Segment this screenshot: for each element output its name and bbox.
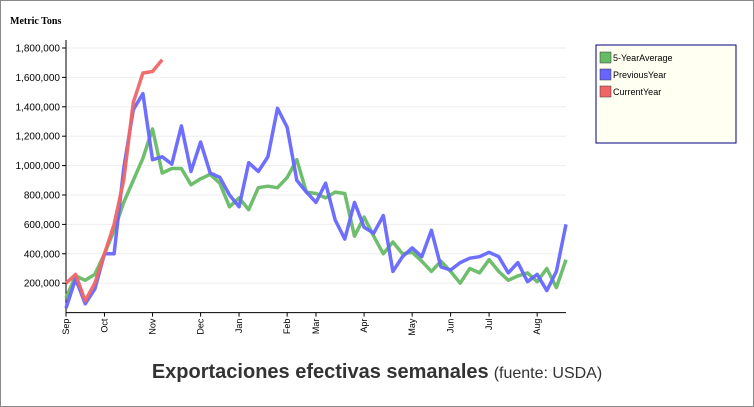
y-axis-label: Metric Tons <box>10 16 61 27</box>
x-tick-label: Feb <box>282 319 292 335</box>
legend-label: CurrentYear <box>613 87 661 97</box>
y-tick-label: 200,000 <box>24 279 61 290</box>
legend-label: PreviousYear <box>613 70 666 80</box>
y-tick-label: 800,000 <box>24 191 61 202</box>
legend-swatch <box>599 68 612 81</box>
x-tick-label: Aug <box>532 319 542 335</box>
legend-swatch <box>599 85 612 98</box>
chart-title: Exportaciones efectivas semanales <box>152 361 489 383</box>
x-tick-label: Jul <box>484 319 494 331</box>
y-tick-label: 600,000 <box>24 220 61 231</box>
x-tick-label: Jan <box>234 319 244 334</box>
x-tick-label: May <box>407 318 417 336</box>
x-tick-label: Mar <box>311 319 321 335</box>
y-tick-label: 1,400,000 <box>16 102 61 113</box>
x-tick-label: Dec <box>196 318 206 335</box>
chart-subtitle: (fuente: USDA) <box>494 365 602 382</box>
y-tick-label: 1,600,000 <box>16 73 61 84</box>
y-tick-label: 1,800,000 <box>16 44 61 55</box>
series-line <box>64 91 568 309</box>
chart-title-group: Exportaciones efectivas semanales (fuente… <box>152 361 602 383</box>
x-tick-label: Oct <box>99 318 109 333</box>
legend-label: 5-YearAverage <box>613 53 673 63</box>
x-tick-label: Sep <box>61 319 71 335</box>
legend <box>595 44 737 144</box>
series-line <box>64 58 164 303</box>
x-tick-label: Jun <box>446 319 456 334</box>
y-tick-label: 1,000,000 <box>16 161 61 172</box>
y-tick-label: 400,000 <box>24 249 61 260</box>
y-tick-label: 1,200,000 <box>16 132 61 143</box>
x-tick-label: Nov <box>148 318 158 335</box>
legend-swatch <box>599 51 612 64</box>
x-tick-label: Apr <box>359 319 369 333</box>
